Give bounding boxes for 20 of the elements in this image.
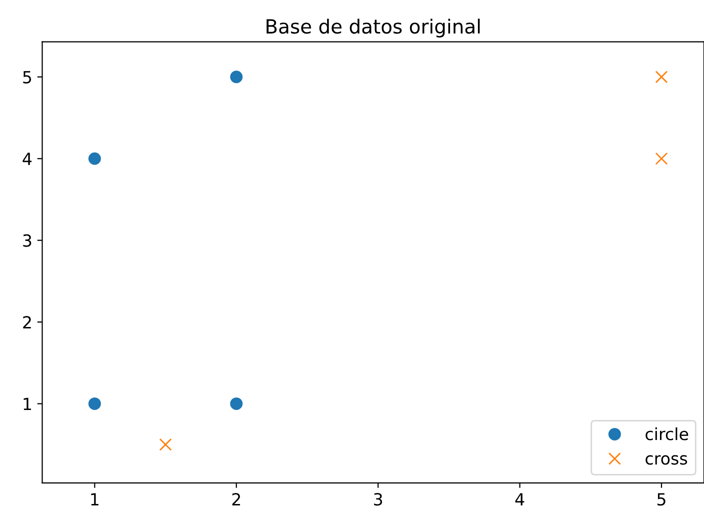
legend-label: cross [646, 455, 688, 465]
x-tick-label: 3 [374, 492, 382, 506]
point [159, 438, 172, 451]
y-tick-label: 4 [22, 152, 32, 165]
x-tick-label: 4 [515, 493, 524, 506]
y-tick-label: 1 [24, 398, 31, 410]
y-tick-label: 3 [23, 234, 32, 247]
x-tick-label: 2 [232, 492, 240, 506]
point [230, 70, 243, 84]
y-tick-label: 5 [23, 71, 32, 84]
point [655, 152, 668, 165]
x-tick-label: 1 [91, 493, 98, 506]
point [88, 152, 101, 165]
y-tick-label: 2 [23, 316, 31, 328]
chart-title: Base de datos original [266, 18, 480, 38]
legend-label: circle [646, 427, 688, 440]
x-tick-label: 5 [657, 493, 666, 506]
point [88, 397, 101, 410]
point [655, 70, 668, 84]
point [230, 397, 243, 410]
